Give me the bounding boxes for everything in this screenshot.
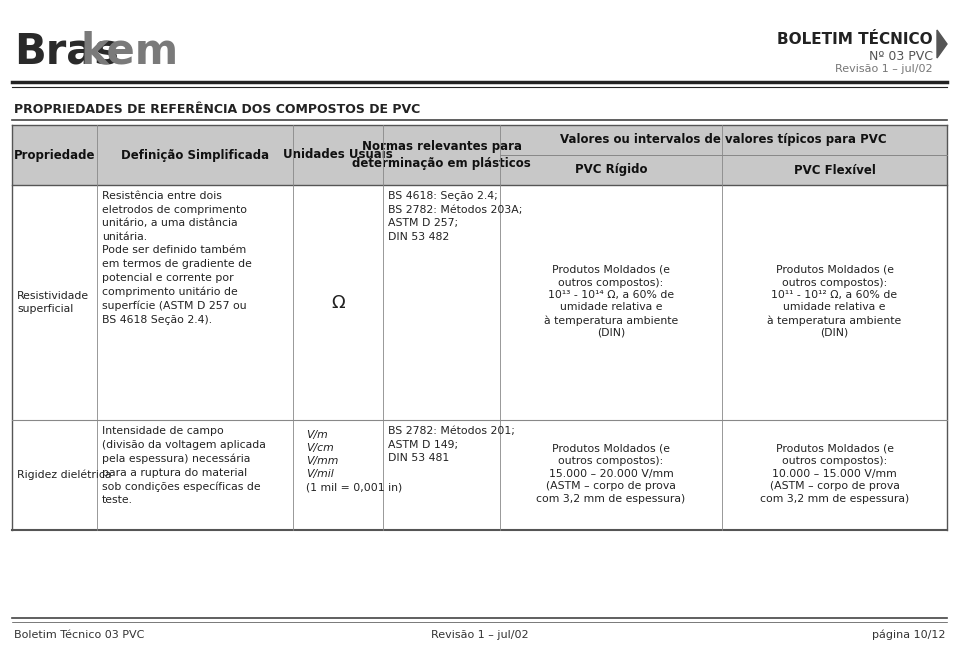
- Text: Produtos Moldados (e: Produtos Moldados (e: [552, 265, 670, 275]
- Text: V/cm: V/cm: [306, 443, 334, 453]
- Text: com 3,2 mm de espessura): com 3,2 mm de espessura): [536, 494, 686, 504]
- Text: Normas relevantes para
determinação em plásticos: Normas relevantes para determinação em p…: [352, 140, 531, 170]
- Text: Produtos Moldados (e: Produtos Moldados (e: [776, 444, 894, 453]
- Text: Ω: Ω: [331, 293, 345, 311]
- Text: página 10/12: página 10/12: [872, 630, 945, 640]
- Text: com 3,2 mm de espessura): com 3,2 mm de espessura): [760, 494, 909, 504]
- Text: Produtos Moldados (e: Produtos Moldados (e: [552, 444, 670, 453]
- Text: Boletim Técnico 03 PVC: Boletim Técnico 03 PVC: [14, 630, 145, 640]
- Text: Resistência entre dois
eletrodos de comprimento
unitário, a uma distância
unitár: Resistência entre dois eletrodos de comp…: [102, 191, 252, 325]
- Text: BS 2782: Métodos 201;
ASTM D 149;
DIN 53 481: BS 2782: Métodos 201; ASTM D 149; DIN 53…: [388, 426, 515, 463]
- Text: V/mm: V/mm: [306, 456, 339, 466]
- Text: 10¹³ - 10¹⁴ Ω, a 60% de: 10¹³ - 10¹⁴ Ω, a 60% de: [548, 290, 674, 300]
- Text: (DIN): (DIN): [820, 328, 849, 337]
- Text: (ASTM – corpo de prova: (ASTM – corpo de prova: [769, 481, 900, 491]
- Text: 15.000 – 20.000 V/mm: 15.000 – 20.000 V/mm: [549, 469, 673, 479]
- Text: (1 mil = 0,001 in): (1 mil = 0,001 in): [306, 482, 402, 492]
- Text: Unidades Usuais: Unidades Usuais: [283, 149, 393, 162]
- Text: (DIN): (DIN): [596, 328, 625, 337]
- Text: Definição Simplificada: Definição Simplificada: [121, 149, 269, 162]
- Text: outros compostos):: outros compostos):: [558, 278, 664, 287]
- Text: Propriedade: Propriedade: [13, 149, 95, 162]
- Text: V/m: V/m: [306, 430, 328, 440]
- Text: Nº 03 PVC: Nº 03 PVC: [869, 50, 933, 63]
- Text: outros compostos):: outros compostos):: [782, 278, 887, 287]
- Text: V/mil: V/mil: [306, 469, 334, 479]
- Text: outros compostos):: outros compostos):: [782, 456, 887, 466]
- Text: BOLETIM TÉCNICO: BOLETIM TÉCNICO: [778, 32, 933, 47]
- Text: umidade relativa e: umidade relativa e: [560, 302, 663, 313]
- Text: Intensidade de campo
(divisão da voltagem aplicada
pela espessura) necessária
pa: Intensidade de campo (divisão da voltage…: [102, 426, 266, 505]
- Bar: [12, 125, 947, 185]
- Text: à temperatura ambiente: à temperatura ambiente: [767, 315, 901, 326]
- Text: (ASTM – corpo de prova: (ASTM – corpo de prova: [546, 481, 676, 491]
- Text: kem: kem: [80, 31, 178, 73]
- Text: Revisão 1 – jul/02: Revisão 1 – jul/02: [835, 64, 933, 74]
- Text: Resistividade
superficial: Resistividade superficial: [17, 291, 89, 315]
- Text: PVC Flexível: PVC Flexível: [793, 163, 876, 176]
- Text: Rigidez dielétrica: Rigidez dielétrica: [17, 470, 111, 480]
- Text: outros compostos):: outros compostos):: [558, 456, 664, 466]
- Text: BS 4618: Seção 2.4;
BS 2782: Métodos 203A;
ASTM D 257;
DIN 53 482: BS 4618: Seção 2.4; BS 2782: Métodos 203…: [388, 191, 523, 242]
- Text: PROPRIEDADES DE REFERÊNCIA DOS COMPOSTOS DE PVC: PROPRIEDADES DE REFERÊNCIA DOS COMPOSTOS…: [14, 103, 420, 116]
- Text: 10.000 – 15.000 V/mm: 10.000 – 15.000 V/mm: [772, 469, 897, 479]
- Text: Bras: Bras: [14, 31, 119, 73]
- Text: 10¹¹ - 10¹² Ω, a 60% de: 10¹¹ - 10¹² Ω, a 60% de: [771, 290, 898, 300]
- Text: Valores ou intervalos de valores típicos para PVC: Valores ou intervalos de valores típicos…: [560, 134, 887, 147]
- Text: à temperatura ambiente: à temperatura ambiente: [544, 315, 678, 326]
- Text: PVC Rígido: PVC Rígido: [574, 163, 647, 176]
- Text: Revisão 1 – jul/02: Revisão 1 – jul/02: [432, 630, 528, 640]
- Polygon shape: [937, 30, 947, 58]
- Text: Produtos Moldados (e: Produtos Moldados (e: [776, 265, 894, 275]
- Text: umidade relativa e: umidade relativa e: [784, 302, 886, 313]
